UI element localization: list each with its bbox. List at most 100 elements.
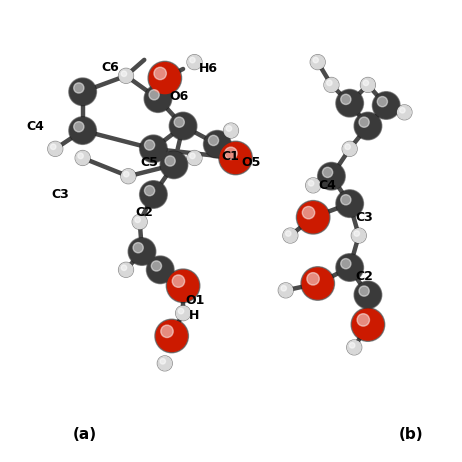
Circle shape bbox=[352, 228, 366, 243]
Circle shape bbox=[359, 117, 369, 128]
Circle shape bbox=[145, 140, 155, 150]
Circle shape bbox=[341, 195, 351, 205]
Circle shape bbox=[306, 178, 320, 192]
Circle shape bbox=[336, 190, 364, 218]
Circle shape bbox=[50, 144, 56, 150]
Circle shape bbox=[149, 90, 159, 100]
Circle shape bbox=[354, 231, 359, 236]
Circle shape bbox=[400, 108, 405, 113]
Circle shape bbox=[74, 122, 84, 132]
Circle shape bbox=[327, 80, 332, 85]
Circle shape bbox=[302, 207, 315, 219]
Circle shape bbox=[145, 186, 155, 196]
Circle shape bbox=[133, 243, 143, 253]
Circle shape bbox=[140, 136, 166, 162]
Text: H6: H6 bbox=[199, 62, 218, 75]
Circle shape bbox=[325, 78, 338, 92]
Circle shape bbox=[302, 268, 333, 299]
Circle shape bbox=[347, 340, 361, 354]
Circle shape bbox=[341, 259, 351, 269]
Circle shape bbox=[281, 286, 286, 291]
Circle shape bbox=[336, 89, 364, 117]
Circle shape bbox=[311, 55, 325, 69]
Circle shape bbox=[188, 151, 201, 165]
Circle shape bbox=[306, 178, 321, 193]
Text: C2: C2 bbox=[135, 206, 153, 219]
Circle shape bbox=[158, 356, 172, 371]
Circle shape bbox=[307, 273, 319, 285]
Circle shape bbox=[160, 359, 165, 364]
Circle shape bbox=[69, 117, 97, 145]
Circle shape bbox=[205, 132, 230, 157]
Circle shape bbox=[225, 147, 237, 159]
Circle shape bbox=[187, 151, 202, 165]
Circle shape bbox=[372, 91, 400, 119]
Circle shape bbox=[190, 57, 195, 63]
Circle shape bbox=[70, 118, 96, 143]
Text: C6: C6 bbox=[102, 61, 119, 73]
Text: C1: C1 bbox=[221, 150, 239, 163]
Circle shape bbox=[351, 308, 385, 341]
Text: C5: C5 bbox=[140, 156, 158, 169]
Circle shape bbox=[132, 214, 147, 229]
Circle shape bbox=[308, 181, 314, 186]
Circle shape bbox=[343, 142, 357, 156]
Circle shape bbox=[322, 167, 333, 177]
Circle shape bbox=[145, 86, 171, 111]
Circle shape bbox=[188, 55, 201, 69]
Circle shape bbox=[151, 261, 162, 271]
Text: (a): (a) bbox=[73, 426, 97, 442]
Circle shape bbox=[140, 181, 167, 208]
Circle shape bbox=[319, 164, 344, 189]
Circle shape bbox=[349, 343, 355, 348]
Circle shape bbox=[324, 78, 339, 92]
Circle shape bbox=[357, 314, 370, 326]
Circle shape bbox=[119, 69, 133, 83]
Circle shape bbox=[373, 93, 399, 118]
Circle shape bbox=[352, 229, 365, 243]
Circle shape bbox=[297, 201, 330, 234]
Circle shape bbox=[354, 112, 382, 140]
Circle shape bbox=[170, 113, 196, 139]
Circle shape bbox=[176, 306, 190, 321]
Circle shape bbox=[220, 142, 251, 174]
Circle shape bbox=[147, 257, 173, 283]
Circle shape bbox=[355, 113, 381, 139]
Circle shape bbox=[119, 68, 134, 83]
Circle shape bbox=[347, 340, 362, 355]
Circle shape bbox=[224, 124, 238, 137]
Circle shape bbox=[190, 153, 195, 158]
Circle shape bbox=[160, 151, 188, 179]
Circle shape bbox=[146, 256, 174, 284]
Circle shape bbox=[313, 57, 318, 63]
Circle shape bbox=[279, 284, 292, 297]
Circle shape bbox=[74, 83, 84, 93]
Circle shape bbox=[140, 135, 167, 163]
Circle shape bbox=[397, 105, 412, 120]
Text: H: H bbox=[189, 309, 200, 322]
Circle shape bbox=[123, 171, 129, 177]
Text: C3: C3 bbox=[51, 188, 69, 201]
Circle shape bbox=[155, 319, 188, 353]
Circle shape bbox=[168, 270, 199, 301]
Circle shape bbox=[165, 156, 175, 166]
Circle shape bbox=[70, 79, 96, 104]
Circle shape bbox=[161, 152, 187, 177]
Circle shape bbox=[161, 325, 173, 338]
Circle shape bbox=[75, 151, 90, 165]
Circle shape bbox=[279, 283, 293, 298]
Text: C4: C4 bbox=[26, 120, 44, 133]
Circle shape bbox=[121, 265, 127, 270]
Circle shape bbox=[224, 123, 238, 138]
Circle shape bbox=[78, 153, 83, 158]
Circle shape bbox=[301, 267, 334, 300]
Text: O6: O6 bbox=[170, 90, 188, 103]
Circle shape bbox=[354, 281, 382, 309]
Text: (b): (b) bbox=[399, 426, 424, 442]
Circle shape bbox=[219, 141, 252, 175]
Text: C4: C4 bbox=[318, 179, 336, 192]
Circle shape bbox=[49, 142, 62, 156]
Circle shape bbox=[121, 71, 127, 77]
Circle shape bbox=[166, 269, 200, 303]
Circle shape bbox=[337, 255, 363, 280]
